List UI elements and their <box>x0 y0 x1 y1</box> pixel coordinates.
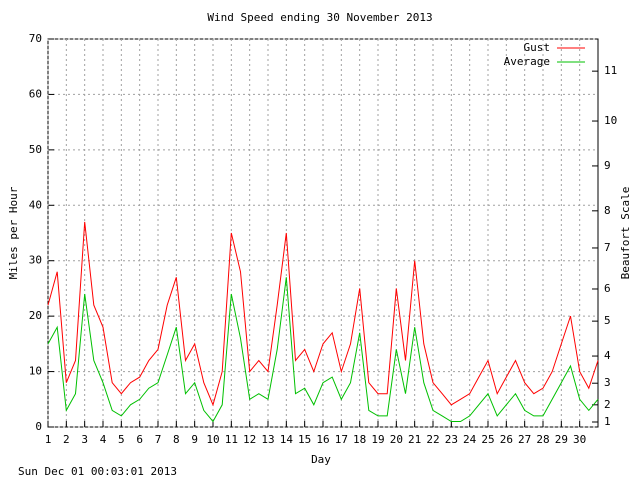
y-tick-label: 40 <box>29 198 42 211</box>
y2-tick-label: 1 <box>604 415 611 428</box>
x-tick-label: 22 <box>426 433 439 446</box>
x-tick-label: 19 <box>371 433 384 446</box>
x-tick-label: 27 <box>518 433 531 446</box>
x-tick-label: 28 <box>536 433 549 446</box>
x-tick-label: 8 <box>173 433 180 446</box>
x-tick-label: 20 <box>390 433 403 446</box>
x-tick-label: 7 <box>155 433 162 446</box>
series-line <box>47 221 599 407</box>
y2-tick-label: 6 <box>604 282 611 295</box>
x-tick-label: 26 <box>500 433 513 446</box>
y2-tick-label: 8 <box>604 204 611 217</box>
x-tick-label: 1 <box>45 433 52 446</box>
x-tick-label: 15 <box>298 433 311 446</box>
y-tick-label: 50 <box>29 143 42 156</box>
y2-tick-label: 3 <box>604 376 611 389</box>
y-tick-label: 0 <box>35 420 42 433</box>
y2-tick-label: 9 <box>604 159 611 172</box>
x-tick-label: 17 <box>335 433 348 446</box>
x-tick-label: 2 <box>63 433 70 446</box>
legend-label: Gust <box>524 41 551 54</box>
x-tick-label: 16 <box>316 433 329 446</box>
x-tick-label: 30 <box>573 433 586 446</box>
y-tick-label: 70 <box>29 32 42 45</box>
y-axis-label: Miles per Hour <box>7 186 20 279</box>
x-tick-label: 13 <box>261 433 274 446</box>
x-tick-label: 25 <box>481 433 494 446</box>
x-tick-label: 12 <box>243 433 256 446</box>
x-tick-label: 10 <box>206 433 219 446</box>
x-tick-label: 5 <box>118 433 125 446</box>
y2-tick-label: 4 <box>604 349 611 362</box>
x-tick-label: 18 <box>353 433 366 446</box>
x-tick-label: 4 <box>100 433 107 446</box>
chart-title: Wind Speed ending 30 November 2013 <box>207 11 432 24</box>
y2-tick-label: 7 <box>604 241 611 254</box>
y2-axis-label: Beaufort Scale <box>619 187 632 280</box>
y-tick-label: 10 <box>29 365 42 378</box>
y2-tick-label: 2 <box>604 398 611 411</box>
plot-frame <box>47 38 599 428</box>
y2-tick-label: 11 <box>604 64 617 77</box>
legend-label: Average <box>504 55 550 68</box>
y2-tick-label: 5 <box>604 314 611 327</box>
x-tick-label: 24 <box>463 433 477 446</box>
x-tick-label: 11 <box>225 433 238 446</box>
y2-tick-label: 10 <box>604 114 617 127</box>
y-tick-label: 30 <box>29 254 42 267</box>
x-axis-label: Day <box>311 453 331 466</box>
x-tick-label: 9 <box>191 433 198 446</box>
x-tick-label: 14 <box>280 433 294 446</box>
y-tick-label: 20 <box>29 309 42 322</box>
series-line <box>47 277 599 423</box>
x-tick-label: 21 <box>408 433 421 446</box>
footer: Sun Dec 01 00:03:01 2013 <box>18 465 177 478</box>
x-tick-label: 6 <box>136 433 143 446</box>
x-tick-label: 23 <box>445 433 458 446</box>
x-tick-label: 3 <box>81 433 88 446</box>
x-tick-label: 29 <box>555 433 568 446</box>
y-tick-label: 60 <box>29 87 42 100</box>
